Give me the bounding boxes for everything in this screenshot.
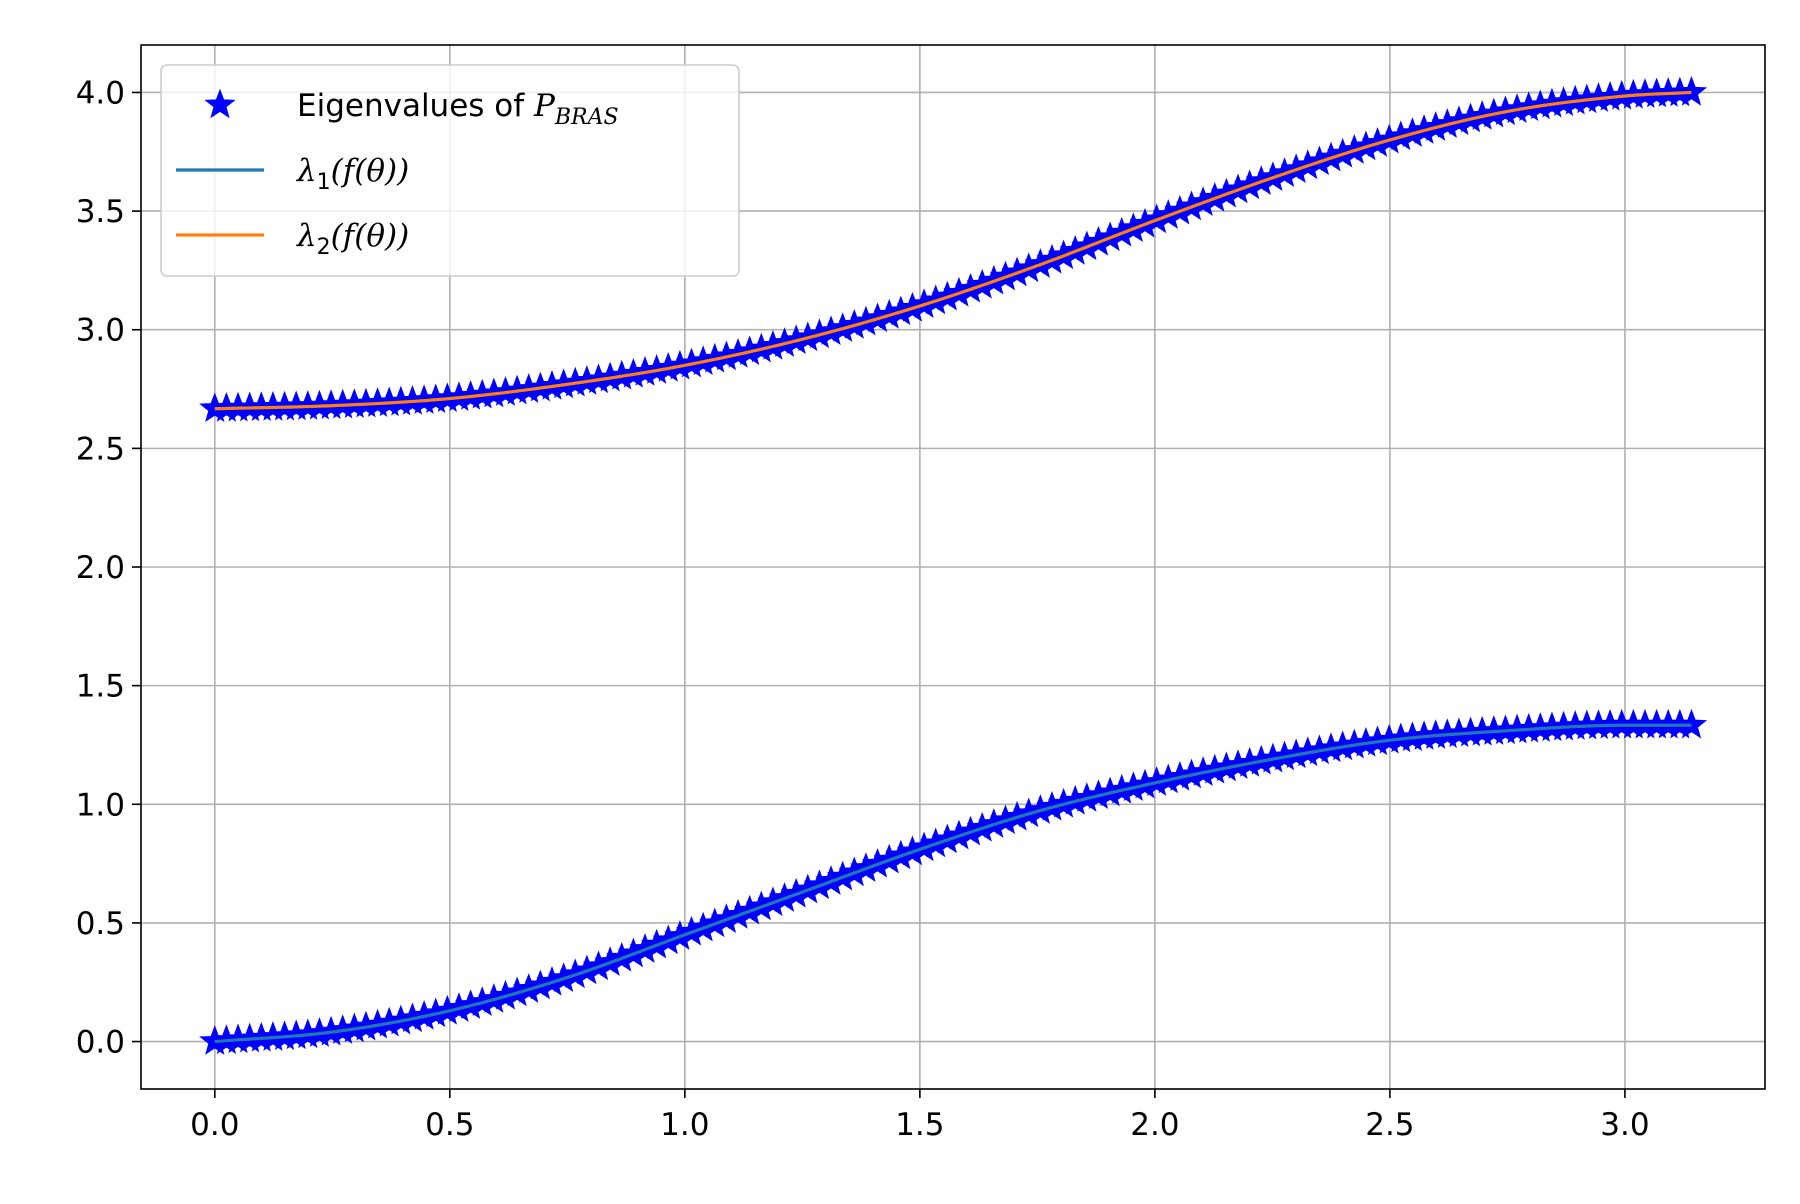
x-tick-label: 1.0 (660, 1107, 709, 1143)
lambda-1-line (214, 723, 1692, 1044)
series-layer (199, 76, 1708, 1055)
y-tick-label: 0.5 (76, 906, 125, 942)
x-tick-label: 2.0 (1130, 1107, 1179, 1143)
y-tick-label: 2.5 (76, 431, 125, 467)
x-tick-label: 1.5 (895, 1107, 944, 1143)
y-tick-label: 1.0 (76, 787, 125, 823)
x-tick-label: 0.0 (190, 1107, 239, 1143)
ticks: 0.0 0.5 1.0 1.5 2.0 2.5 3.0 0.0 0.5 1.0 1.5 2.0 2.5 3… (76, 75, 1650, 1143)
y-tick-label: 3.5 (76, 194, 125, 230)
y-tick-label: 0.0 (76, 1025, 125, 1061)
y-tick-label: 1.5 (76, 669, 125, 705)
legend-box (160, 64, 740, 277)
y-tick-label: 2.0 (76, 550, 125, 586)
y-tick-label: 4.0 (76, 75, 125, 111)
legend-label-eigenvalues: Eigenvalues of PBRAS (297, 88, 619, 130)
legend: Eigenvalues of PBRAS λ1(f(θ)) λ2(f(θ)) (160, 64, 740, 277)
legend-marker-eigenvalues (204, 88, 236, 119)
x-tick-label: 0.5 (425, 1107, 474, 1143)
eigenvalue-marker (1675, 76, 1708, 106)
legend-label-lambda-2: λ2(f(θ)) (295, 218, 409, 260)
x-tick-label: 3.0 (1600, 1107, 1649, 1143)
y-tick-label: 3.0 (76, 313, 125, 349)
legend-label-lambda-1: λ1(f(θ)) (295, 153, 409, 195)
lambda-2-line (214, 90, 1692, 411)
x-tick-label: 2.5 (1365, 1107, 1414, 1143)
